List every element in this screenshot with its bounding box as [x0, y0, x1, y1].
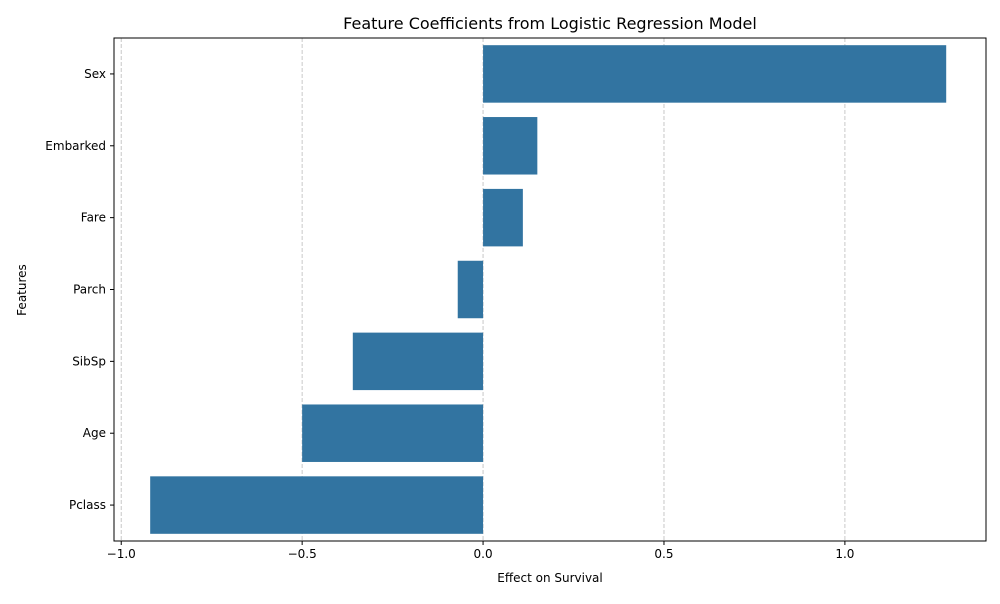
x-axis-label: Effect on Survival	[497, 571, 603, 585]
bars	[150, 45, 947, 534]
plot-frame	[113, 37, 987, 542]
bar-fare	[483, 188, 523, 247]
tick-labels: −1.0 −0.5 0.0 0.5 1.0 Sex Embarked Fare Parch Sib…	[45, 67, 854, 561]
y-tick-label: Sex	[84, 67, 106, 81]
bar-age	[302, 404, 484, 462]
bar-pclass	[150, 476, 484, 534]
axes	[110, 37, 987, 545]
x-tick-label: 1.0	[835, 547, 854, 561]
y-tick-label: SibSp	[72, 354, 106, 368]
y-tick-label: Embarked	[45, 139, 106, 153]
y-tick-label: Pclass	[69, 498, 106, 512]
y-axis-label: Features	[15, 264, 29, 316]
bar-sibsp	[352, 332, 484, 391]
bar-sex	[483, 45, 947, 103]
chart-title: Feature Coefficients from Logistic Regre…	[343, 14, 757, 33]
y-tick-label: Fare	[81, 211, 106, 225]
y-tick-label: Parch	[73, 283, 106, 297]
x-tick-label: −1.0	[107, 547, 136, 561]
bar-embarked	[483, 117, 538, 175]
bar-parch	[457, 260, 484, 319]
y-tick-label: Age	[83, 426, 106, 440]
x-tick-label: 0.0	[474, 547, 493, 561]
x-tick-label: −0.5	[288, 547, 317, 561]
x-tick-label: 0.5	[654, 547, 673, 561]
